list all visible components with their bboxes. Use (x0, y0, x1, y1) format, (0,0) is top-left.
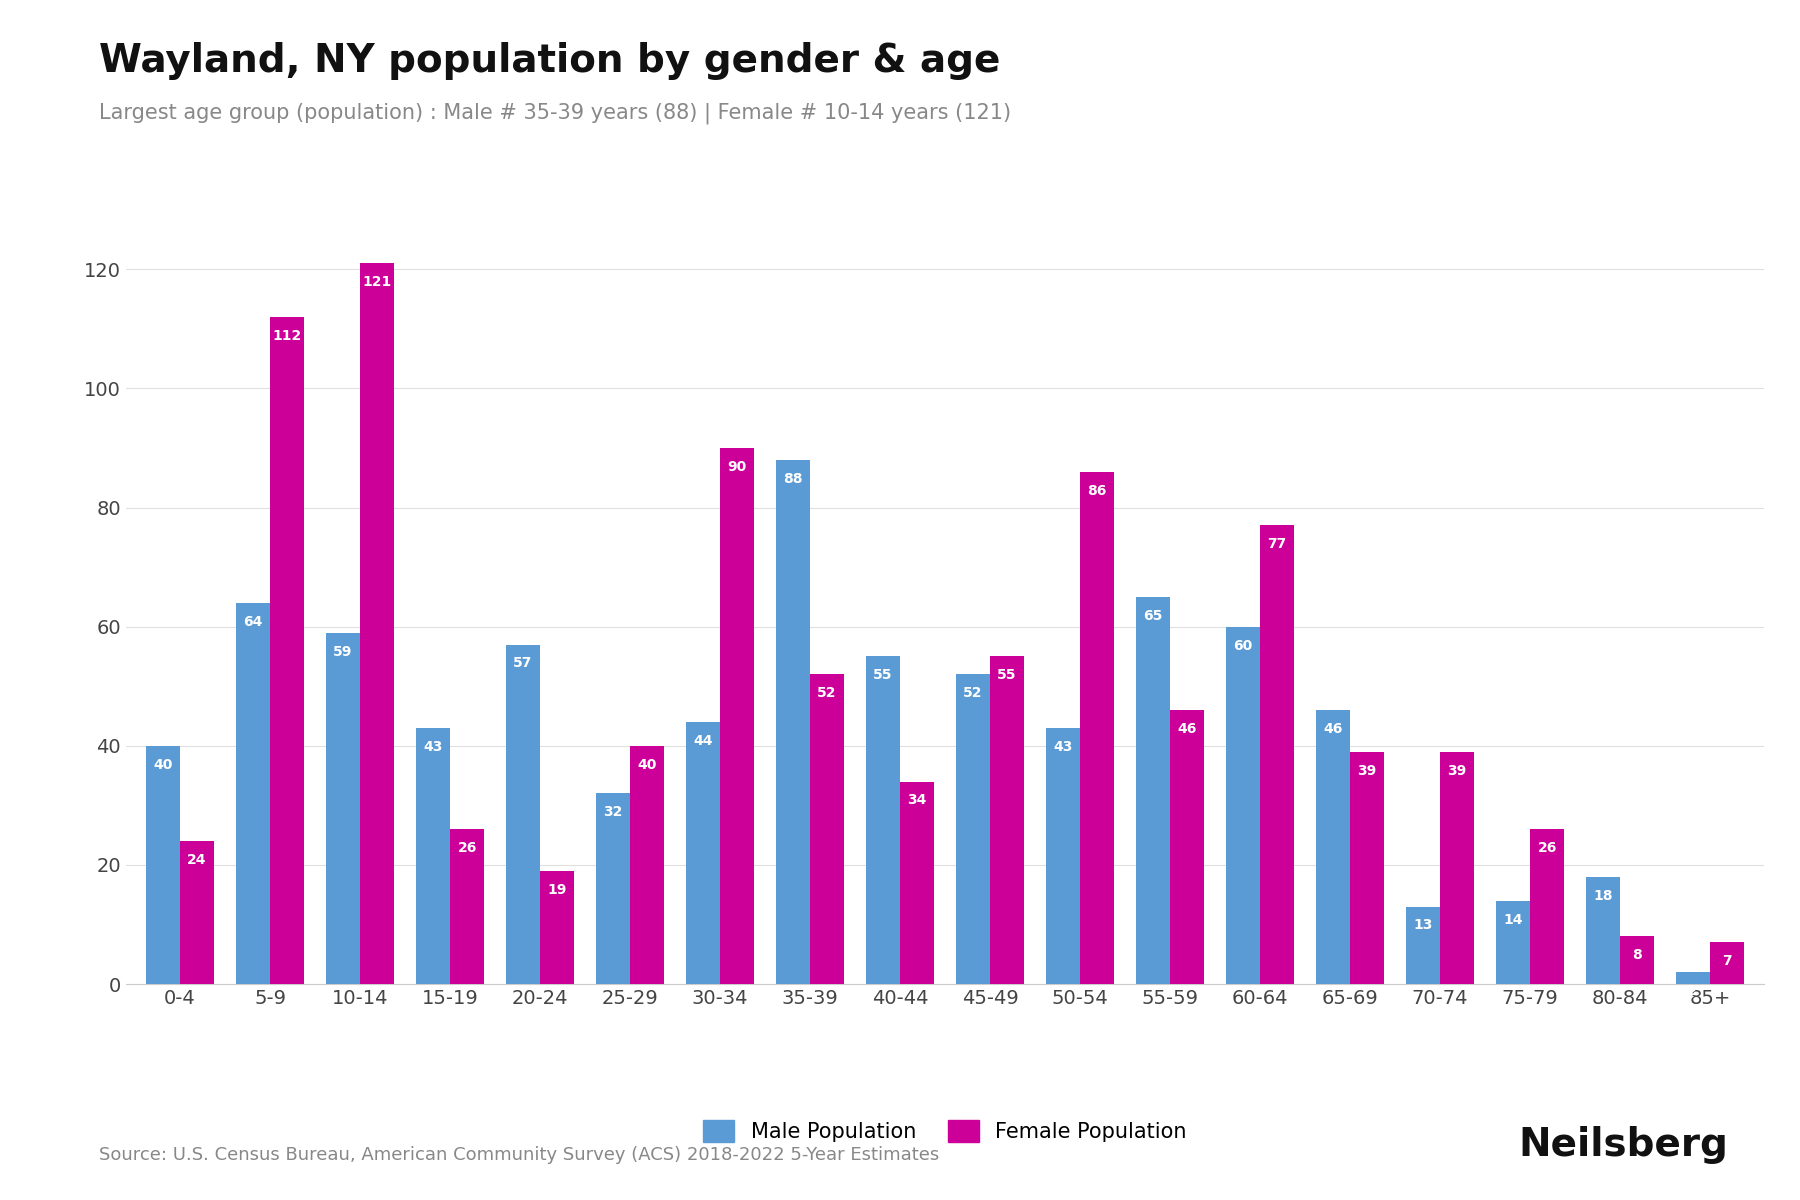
Bar (416, 728, 450, 984)
Bar (236, 602, 270, 984)
Bar (1046, 728, 1080, 984)
Text: 18: 18 (1593, 889, 1613, 902)
Text: 55: 55 (997, 668, 1017, 683)
Bar (1676, 972, 1710, 984)
Text: 60: 60 (1233, 638, 1253, 653)
Bar (900, 781, 934, 984)
Text: 65: 65 (1143, 608, 1163, 623)
Bar (450, 829, 484, 984)
Text: 77: 77 (1267, 538, 1287, 551)
Bar (1080, 472, 1114, 984)
Bar (1530, 829, 1564, 984)
Legend: Male Population, Female Population: Male Population, Female Population (695, 1112, 1195, 1151)
Bar (720, 448, 754, 984)
Bar (270, 317, 304, 984)
Bar (990, 656, 1024, 984)
Text: 34: 34 (907, 793, 927, 808)
Text: 88: 88 (783, 472, 803, 486)
Text: 43: 43 (423, 740, 443, 754)
Bar (1496, 901, 1530, 984)
Text: Largest age group (population) : Male # 35-39 years (88) | Female # 10-14 years : Largest age group (population) : Male # … (99, 102, 1012, 124)
Text: 43: 43 (1053, 740, 1073, 754)
Bar (1136, 596, 1170, 984)
Text: 2: 2 (1688, 984, 1697, 998)
Text: 57: 57 (513, 656, 533, 671)
Bar (506, 644, 540, 984)
Text: 7: 7 (1723, 954, 1732, 968)
Text: 86: 86 (1087, 484, 1107, 498)
Text: 52: 52 (817, 686, 837, 701)
Bar (686, 722, 720, 984)
Text: 90: 90 (727, 460, 747, 474)
Bar (1170, 710, 1204, 984)
Text: 39: 39 (1357, 763, 1377, 778)
Text: 121: 121 (362, 275, 392, 289)
Text: 59: 59 (333, 644, 353, 659)
Bar (956, 674, 990, 984)
Text: 112: 112 (272, 329, 302, 343)
Bar (360, 263, 394, 984)
Text: 26: 26 (1537, 841, 1557, 856)
Text: 14: 14 (1503, 912, 1523, 926)
Text: 40: 40 (153, 757, 173, 772)
Text: Wayland, NY population by gender & age: Wayland, NY population by gender & age (99, 42, 1001, 80)
Text: 32: 32 (603, 805, 623, 820)
Text: 39: 39 (1447, 763, 1467, 778)
Text: 64: 64 (243, 614, 263, 629)
Text: Source: U.S. Census Bureau, American Community Survey (ACS) 2018-2022 5-Year Est: Source: U.S. Census Bureau, American Com… (99, 1146, 940, 1164)
Text: 24: 24 (187, 853, 207, 866)
Bar (1316, 710, 1350, 984)
Text: 13: 13 (1413, 918, 1433, 932)
Text: 26: 26 (457, 841, 477, 856)
Bar (540, 871, 574, 984)
Bar (326, 632, 360, 984)
Bar (596, 793, 630, 984)
Text: 19: 19 (547, 883, 567, 896)
Bar (866, 656, 900, 984)
Text: 55: 55 (873, 668, 893, 683)
Text: 52: 52 (963, 686, 983, 701)
Bar (1586, 877, 1620, 984)
Bar (810, 674, 844, 984)
Bar (1406, 906, 1440, 984)
Bar (1710, 942, 1744, 984)
Bar (180, 841, 214, 984)
Text: 46: 46 (1177, 722, 1197, 736)
Bar (1260, 526, 1294, 984)
Text: 8: 8 (1633, 948, 1642, 962)
Bar (1226, 626, 1260, 984)
Bar (146, 745, 180, 984)
Text: 46: 46 (1323, 722, 1343, 736)
Bar (1620, 936, 1654, 984)
Text: Neilsberg: Neilsberg (1517, 1126, 1728, 1164)
Bar (1350, 751, 1384, 984)
Text: 40: 40 (637, 757, 657, 772)
Text: 44: 44 (693, 734, 713, 748)
Bar (630, 745, 664, 984)
Bar (776, 460, 810, 984)
Bar (1440, 751, 1474, 984)
